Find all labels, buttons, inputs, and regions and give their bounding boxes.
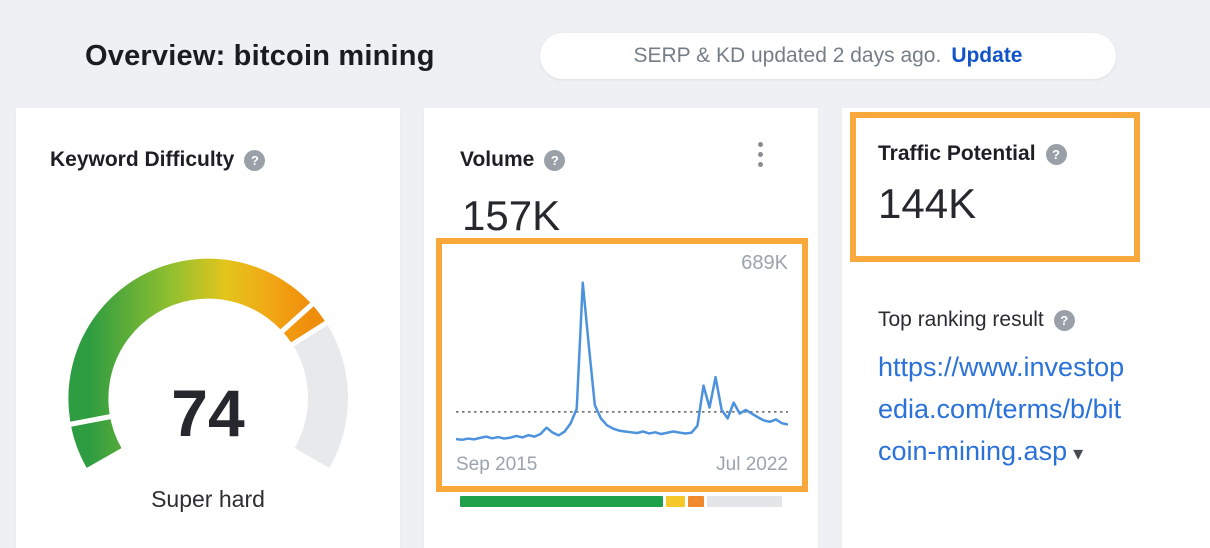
- keyword-difficulty-title: Keyword Difficulty: [50, 148, 235, 171]
- traffic-potential-value: 144K: [878, 180, 977, 227]
- kd-gauge: 74: [48, 230, 368, 502]
- distribution-segment-orange: [688, 496, 704, 507]
- keyword-difficulty-card: Keyword Difficulty ? 74: [16, 108, 400, 548]
- kd-gauge-notches: [66, 299, 331, 428]
- kd-value: 74: [171, 376, 245, 450]
- traffic-potential-title: Traffic Potential: [878, 142, 1036, 165]
- url-line: edia.com/terms/b/bit: [878, 394, 1122, 424]
- serp-status-text: SERP & KD updated 2 days ago.: [633, 44, 942, 67]
- traffic-potential-card: Traffic Potential ? 144K Top ranking res…: [842, 108, 1210, 548]
- help-icon[interactable]: ?: [244, 149, 266, 171]
- distribution-segment-yellow: [666, 496, 686, 507]
- volume-chart-highlight-annotation: 689K Sep 2015 Jul 2022: [436, 238, 808, 492]
- volume-peak-label: 689K: [741, 252, 788, 274]
- volume-trend-chart: [456, 280, 788, 450]
- url-line: coin-mining.asp ▾: [878, 436, 1084, 466]
- traffic-potential-highlight-annotation: Traffic Potential ? 144K: [850, 112, 1140, 262]
- help-icon[interactable]: ?: [1045, 143, 1067, 165]
- distribution-segment-gray: [706, 496, 782, 507]
- distribution-segment-green: [460, 496, 664, 507]
- more-options-kebab-icon[interactable]: [756, 142, 764, 172]
- top-ranking-result-label: Top ranking result: [878, 308, 1044, 331]
- page-title: Overview: bitcoin mining: [85, 40, 435, 72]
- volume-line-series: [456, 283, 788, 440]
- clicks-distribution-bar: [460, 496, 782, 507]
- kd-difficulty-label: Super hard: [151, 486, 265, 512]
- help-icon[interactable]: ?: [544, 149, 566, 171]
- serp-status-pill: SERP & KD updated 2 days ago. Update: [540, 33, 1116, 79]
- volume-title: Volume: [460, 148, 535, 171]
- x-axis-start-label: Sep 2015: [456, 454, 538, 475]
- kd-gauge-rest: [292, 322, 348, 468]
- update-link[interactable]: Update: [951, 44, 1023, 67]
- x-axis-end-label: Jul 2022: [716, 454, 788, 475]
- dropdown-caret-icon[interactable]: ▾: [1073, 443, 1084, 465]
- kd-gauge-fill: [68, 258, 327, 468]
- help-icon[interactable]: ?: [1053, 309, 1075, 331]
- volume-value: 157K: [462, 192, 561, 239]
- top-ranking-result-link[interactable]: https://www.investop edia.com/terms/b/bi…: [878, 346, 1124, 475]
- volume-card: Volume ? 157K 689K Sep 2015 Jul 2022: [424, 108, 818, 548]
- url-line: https://www.investop: [878, 352, 1125, 382]
